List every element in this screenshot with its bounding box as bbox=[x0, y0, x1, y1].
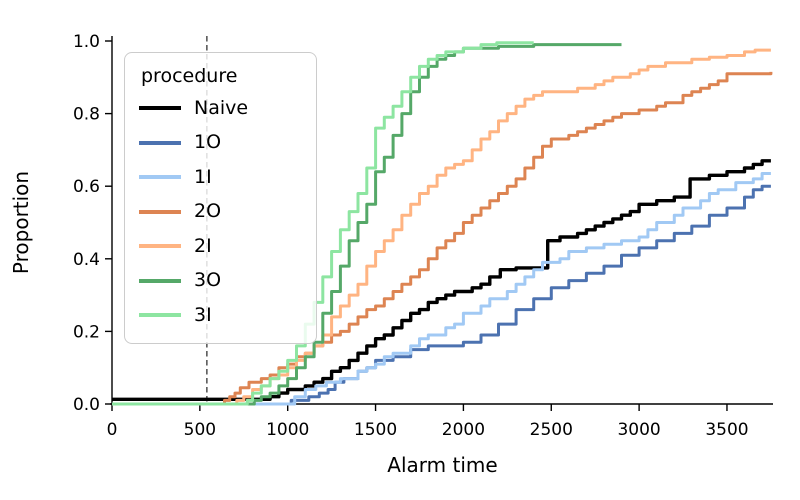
legend-swatch-1o bbox=[139, 140, 181, 145]
legend-swatch-3i bbox=[139, 313, 181, 318]
legend-swatch-2i bbox=[139, 244, 181, 249]
x-tick-label: 3500 bbox=[705, 420, 748, 440]
series-line-1i bbox=[112, 172, 771, 406]
x-tick-label: 2000 bbox=[442, 420, 485, 440]
legend-label-1i: 1I bbox=[194, 165, 212, 188]
legend-label-2i: 2I bbox=[194, 234, 212, 257]
legend-title: procedure bbox=[141, 65, 238, 87]
y-tick-label: 1.0 bbox=[73, 32, 100, 52]
legend-swatch-naive bbox=[139, 106, 181, 111]
legend-swatch-3o bbox=[139, 278, 181, 283]
y-axis-label: Proportion bbox=[9, 171, 33, 274]
y-tick-label: 0.6 bbox=[73, 177, 100, 197]
legend-label-3o: 3O bbox=[194, 269, 222, 292]
x-tick-label: 500 bbox=[184, 420, 216, 440]
legend-swatch-2o bbox=[139, 209, 181, 214]
legend-item-2o: 2O bbox=[139, 195, 302, 230]
series-line-2o bbox=[112, 71, 773, 406]
x-tick-label: 1000 bbox=[266, 420, 309, 440]
series-line-naive bbox=[112, 159, 771, 401]
legend-label-3i: 3I bbox=[194, 303, 212, 326]
x-tick-label: 3000 bbox=[617, 420, 660, 440]
x-axis-label: Alarm time bbox=[387, 453, 497, 477]
legend-label-naive: Naive bbox=[194, 96, 249, 119]
x-tick-label: 0 bbox=[107, 420, 118, 440]
legend-item-naive: Naive bbox=[139, 91, 302, 126]
legend-item-3i: 3I bbox=[139, 298, 302, 333]
y-tick-label: 0.4 bbox=[73, 250, 100, 270]
legend: procedure Naive 1O 1I 2O 2I 3O 3I bbox=[124, 52, 317, 344]
legend-item-1o: 1O bbox=[139, 126, 302, 161]
series-line-2i bbox=[112, 48, 771, 406]
legend-label-2o: 2O bbox=[194, 200, 222, 223]
legend-swatch-1i bbox=[139, 175, 181, 180]
y-tick-label: 0.8 bbox=[73, 105, 100, 125]
legend-label-1o: 1O bbox=[194, 131, 222, 154]
x-tick-label: 1500 bbox=[354, 420, 397, 440]
legend-items: Naive 1O 1I 2O 2I 3O 3I bbox=[139, 91, 302, 333]
y-tick-label: 0.2 bbox=[73, 322, 100, 342]
x-tick-label: 2500 bbox=[530, 420, 573, 440]
y-tick-label: 0.0 bbox=[73, 395, 100, 415]
legend-item-1i: 1I bbox=[139, 160, 302, 195]
legend-item-2i: 2I bbox=[139, 229, 302, 264]
legend-item-3o: 3O bbox=[139, 264, 302, 299]
series-line-3i bbox=[112, 41, 534, 406]
